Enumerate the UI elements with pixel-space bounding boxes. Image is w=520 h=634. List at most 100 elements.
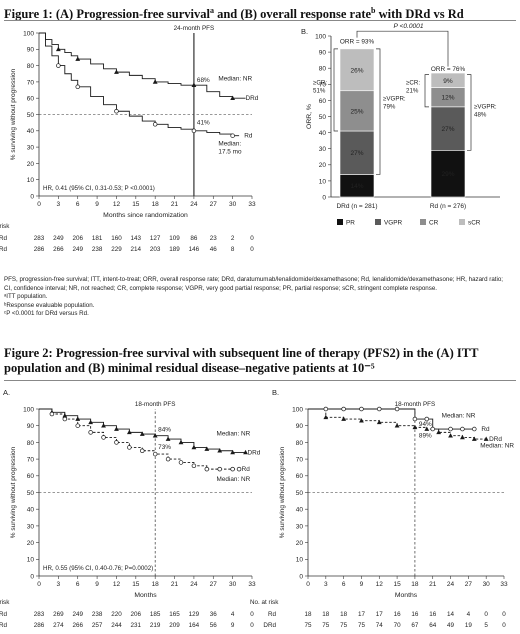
at-risk-value: 75	[340, 622, 348, 629]
figure2-title-line1: Figure 2: Progression-free survival with…	[4, 346, 479, 360]
x-tick-label: 33	[248, 581, 256, 588]
bar-segment-scr	[430, 72, 466, 88]
legend-swatch	[375, 219, 381, 225]
censor-mark-rd	[230, 466, 235, 472]
y-tick-label: 60	[27, 96, 35, 103]
at-risk-value: 0	[502, 611, 506, 618]
figure1-svg: A.01020304050607080901000369121518212427…	[0, 23, 500, 253]
x-tick-label: 9	[95, 201, 99, 208]
at-risk-value: 206	[131, 611, 142, 618]
censor-mark-rd	[323, 406, 329, 412]
x-tick-label: 9	[360, 581, 364, 588]
at-risk-value: 0	[250, 246, 254, 253]
censor-mark-rd	[127, 445, 132, 450]
figure1-footnotes: PFS, progression-free survival; ITT, int…	[4, 276, 516, 319]
censor-mark-rd	[62, 416, 68, 422]
censor-mark-drd	[424, 426, 430, 431]
x-axis-label: Months	[395, 592, 418, 599]
y-tick-label: 10	[319, 178, 327, 185]
at-risk-value: 17	[358, 611, 366, 618]
censor-mark-drd	[126, 429, 132, 435]
at-risk-value: 9	[231, 622, 235, 629]
at-risk-value: 286	[34, 246, 45, 253]
at-risk-value: 0	[502, 622, 506, 629]
x-tick-label: 21	[171, 581, 179, 588]
at-risk-value: 75	[322, 622, 330, 629]
at-risk-value: 75	[304, 622, 312, 629]
vgpr-label: ≥VGPR:	[474, 103, 497, 110]
at-risk-value: 18	[322, 611, 330, 618]
censor-mark-drd	[204, 446, 210, 451]
bar-value-label: 26%	[350, 67, 363, 74]
at-risk-value: 244	[111, 622, 122, 629]
y-tick-label: 80	[296, 440, 304, 447]
at-risk-header: No. at risk	[250, 599, 279, 606]
at-risk-value: 231	[131, 622, 142, 629]
x-tick-label: 21	[171, 201, 179, 208]
at-risk-value: 189	[169, 246, 180, 253]
at-risk-value: 214	[131, 246, 142, 253]
censor-mark-rd	[394, 406, 400, 412]
at-risk-value: 269	[53, 611, 64, 618]
censor-mark-drd	[230, 449, 236, 455]
vgpr-label: ≥VGPR:	[383, 95, 406, 102]
at-risk-value: 0	[250, 611, 254, 618]
at-risk-value: 14	[447, 611, 455, 618]
at-risk-value: 266	[72, 622, 83, 629]
x-tick-label: 12	[376, 581, 384, 588]
at-risk-value: 203	[150, 246, 161, 253]
x-tick-label: 3	[57, 201, 61, 208]
cr-value: 51%	[313, 87, 326, 94]
drd-median: Median: NR	[217, 431, 251, 438]
at-risk-row-label: DRd	[263, 622, 276, 629]
y-tick-label: 30	[296, 523, 304, 530]
at-risk-value: 56	[210, 622, 218, 629]
censor-mark-drd	[394, 423, 400, 428]
bar-segment-vgpr	[339, 130, 375, 175]
at-risk-value: 206	[72, 235, 83, 242]
km-curve-drd	[39, 32, 246, 99]
at-risk-value: 129	[189, 611, 200, 618]
at-risk-value: 46	[210, 246, 218, 253]
bar-segment-pr	[430, 150, 466, 198]
at-risk-value: 4	[467, 611, 471, 618]
censor-mark-rd	[359, 406, 364, 412]
y-tick-label: 50	[296, 490, 304, 497]
y-tick-label: 60	[296, 473, 304, 480]
censor-mark-drd	[101, 423, 106, 428]
y-tick-label: 40	[296, 507, 304, 514]
bar-value-label: 29%	[441, 171, 454, 178]
footnote-line: CI, confidence interval; NR, not reached…	[4, 284, 437, 292]
x-tick-label: 24	[190, 201, 198, 208]
hazard-ratio: HR, 0.41 (95% CI, 0.31-0.53; P <0.0001)	[43, 185, 155, 192]
cr-label: ≥CR:	[313, 79, 327, 86]
km-curve-rd	[308, 408, 475, 430]
x-axis-label: Months	[134, 592, 157, 599]
y-tick-label: 20	[296, 540, 304, 547]
censor-mark-rd	[178, 460, 184, 465]
landmark-label: 24-month PFS	[174, 25, 215, 32]
censor-mark-drd	[217, 448, 223, 453]
x-tick-label: 0	[37, 581, 41, 588]
x-tick-label: 24	[447, 581, 455, 588]
censor-mark-drd	[341, 416, 347, 421]
drd-median: Median: NR	[218, 75, 252, 82]
censor-mark-rd	[191, 128, 197, 134]
censor-mark-drd	[230, 95, 236, 100]
censor-mark-rd	[152, 122, 158, 127]
x-tick-label: 33	[248, 201, 256, 208]
y-tick-label: 10	[27, 557, 35, 564]
at-risk-value: 185	[150, 611, 161, 618]
at-risk-value: 109	[169, 235, 180, 242]
at-risk-value: 4	[231, 611, 235, 618]
at-risk-value: 249	[72, 611, 83, 618]
title-rule	[4, 20, 516, 21]
vgpr-bracket	[467, 74, 472, 151]
drd-curve-label: DRd	[246, 95, 259, 102]
orr-label: ORR = 76%	[431, 66, 466, 73]
y-tick-label: 40	[27, 128, 35, 135]
censor-mark-rd	[49, 411, 55, 417]
x-tick-label: 6	[76, 581, 80, 588]
rd-median-line1: Median:	[218, 140, 241, 147]
at-risk-value: 220	[111, 611, 122, 618]
